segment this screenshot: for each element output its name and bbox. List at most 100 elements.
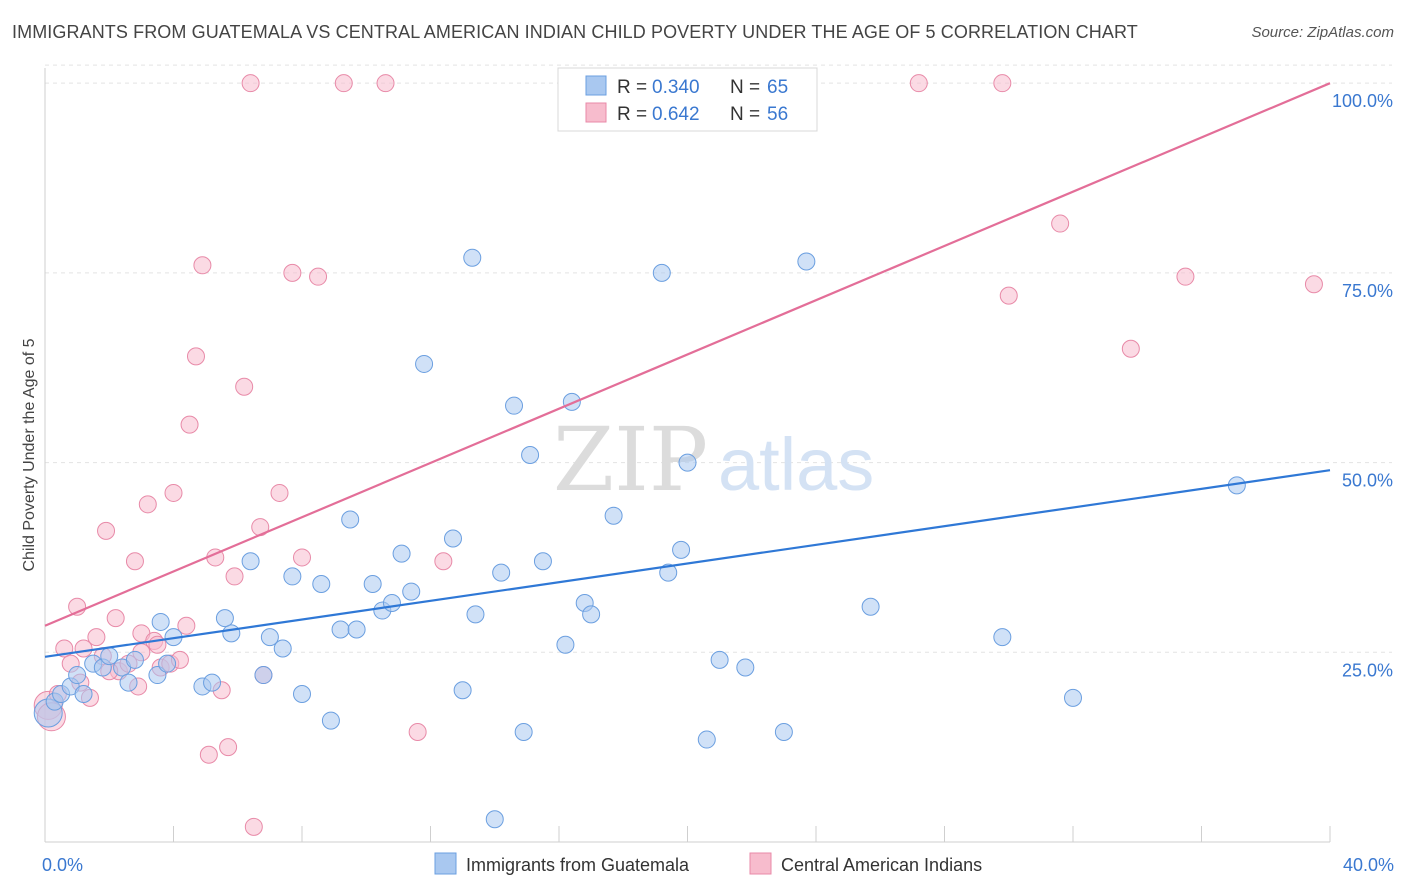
pink-point [164,483,183,502]
watermark: ZIP atlas [553,408,874,511]
watermark-atlas: atlas [718,423,874,506]
blue-point [659,563,678,582]
blue-point [415,354,434,373]
blue-point [466,605,485,624]
blue-point [321,711,340,730]
pink-point [138,495,157,514]
blue-point [125,650,144,669]
pink-point [1121,339,1140,358]
blue-point [331,620,350,639]
series-legend-swatch-pink [749,852,772,875]
x-tick-label: 40.0% [1343,855,1394,875]
pink-point [125,552,144,571]
pink-trend-line [44,82,1331,627]
blue-point [505,396,524,415]
blue-point [652,263,671,282]
legend-r-label-pink: R = [617,104,652,125]
pink-point [186,347,205,366]
pink-point [434,552,453,571]
pink-point [235,377,254,396]
y-axis-label: Child Poverty Under the Age of 5 [21,338,38,571]
pink-point [909,74,928,93]
pink-point [193,256,212,275]
pink-point [283,263,302,282]
pink-point [993,74,1012,93]
pink-point [1176,267,1195,286]
blue-point [443,529,462,548]
blue-point [736,658,755,677]
pink-point [309,267,328,286]
blue-point [582,605,601,624]
pink-point [244,817,263,836]
blue-point [402,582,421,601]
legend-n-label-pink: N = [730,104,765,125]
y-tick-label: 75.0% [1342,281,1393,301]
blue-point [119,673,138,692]
blue-point [203,673,222,692]
pink-point [270,483,289,502]
series-legend-label-blue: Immigrants from Guatemala [466,855,690,875]
pink-point [225,567,244,586]
blue-point [341,510,360,529]
legend-n-value-blue: 65 [767,77,788,98]
blue-point [672,540,691,559]
pink-point [87,628,106,647]
blue-point [514,722,533,741]
blue-trend-line [44,469,1331,658]
blue-point [710,650,729,669]
blue-point [774,722,793,741]
x-tick-label: 0.0% [42,855,83,875]
blue-point [158,654,177,673]
pink-point [999,286,1018,305]
blue-point [533,552,552,571]
blue-point [993,628,1012,647]
series-legend-swatch-blue [434,852,457,875]
pink-point [106,609,125,628]
pink-point [408,722,427,741]
blue-point [485,810,504,829]
blue-point [241,552,260,571]
blue-point [312,575,331,593]
blue-point [151,612,170,631]
blue-point [363,575,382,593]
stats-legend: R = 0.340 N = 65 R = 0.642 N = 56 [557,67,818,132]
chart-title: IMMIGRANTS FROM GUATEMALA VS CENTRAL AME… [12,22,1138,42]
legend-swatch-blue [585,75,607,96]
blue-point [382,593,401,612]
y-tick-label: 50.0% [1342,471,1393,491]
pink-point [293,548,311,567]
pink-point [1304,275,1323,294]
blue-point [293,685,311,704]
pink-point [180,415,199,434]
pink-point [241,74,260,93]
blue-point [260,628,279,647]
blue-point [797,252,816,271]
blue-point [678,453,697,472]
blue-point [1064,688,1082,707]
blue-point [453,681,472,700]
legend-r-label-blue: R = [617,77,652,98]
blue-point [556,635,575,654]
source-credit: Source: ZipAtlas.com [1251,24,1394,41]
pink-point [376,74,395,93]
blue-point [697,730,716,749]
blue-point [861,597,880,616]
pink-point [219,738,238,757]
pink-point [97,521,116,540]
blue-point [492,563,511,582]
y-tick-label: 100.0% [1332,91,1393,111]
series-legend: Immigrants from Guatemala Central Americ… [434,852,982,875]
blue-point [222,624,241,643]
legend-n-label-blue: N = [730,77,765,98]
series-immigrants-from-guatemala-points [33,248,1246,829]
tick-labels: 25.0% 50.0% 75.0% 100.0% 0.0% 40.0% [42,91,1394,875]
legend-r-value-pink: 0.642 [652,104,700,125]
legend-r-value-blue: 0.340 [652,77,700,98]
blue-point [521,446,540,464]
blue-point [283,567,302,586]
pink-point [177,616,196,635]
legend-swatch-pink [585,102,607,123]
trend-lines [44,82,1331,658]
series-legend-label-pink: Central American Indians [781,855,982,875]
